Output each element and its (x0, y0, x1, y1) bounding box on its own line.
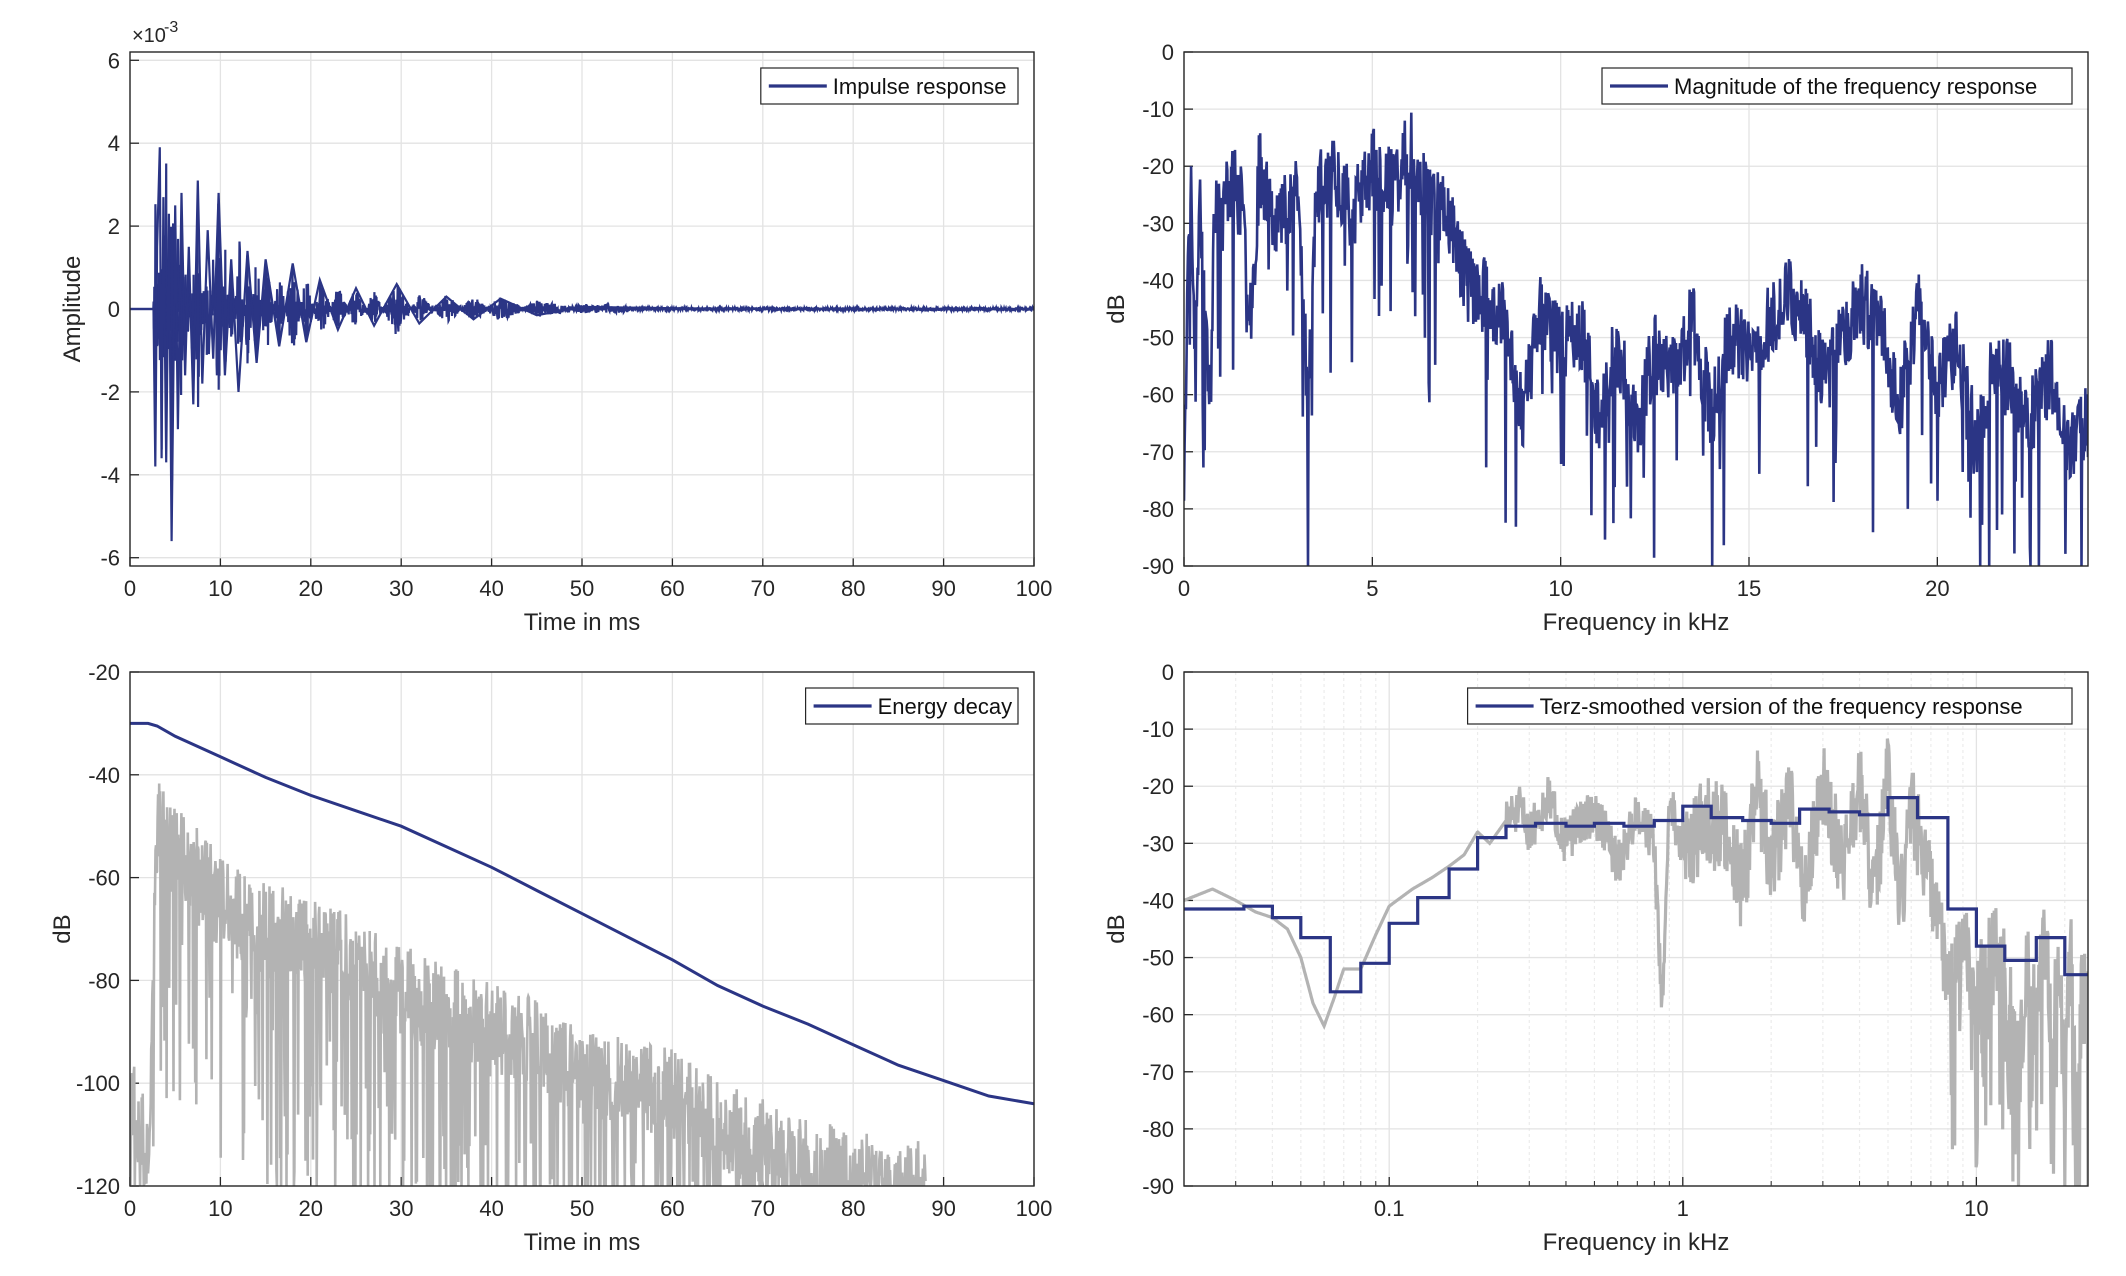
y-tick-label: -80 (1142, 497, 1174, 522)
x-tick-label: 10 (208, 1196, 232, 1221)
x-tick-label: 90 (931, 576, 955, 601)
x-tick-label: 70 (751, 576, 775, 601)
y-tick-label: -40 (1142, 268, 1174, 293)
x-tick-label: 70 (751, 1196, 775, 1221)
y-tick-label: -10 (1142, 97, 1174, 122)
y-tick-label: -40 (88, 763, 120, 788)
y-tick-label: 6 (108, 48, 120, 73)
chart-energy: 0 10 20 30 40 50 60 70 80 90 100 -20 -40 -60 -80 -100 -1… (49, 660, 1052, 1256)
y-tick-label: -2 (100, 380, 120, 405)
x-tick-label: 0 (1178, 576, 1190, 601)
x-tick-label: 20 (1925, 576, 1949, 601)
y-tick-label: -120 (76, 1174, 120, 1199)
axes-box (129, 51, 1035, 567)
series-group (1184, 738, 2088, 1186)
plot-area (1184, 52, 2088, 566)
x-tick-label: 10 (208, 576, 232, 601)
y-tick-label: 0 (108, 297, 120, 322)
axes-box (129, 671, 1035, 1187)
x-axis-label: Frequency in kHz (1543, 609, 1730, 636)
y-tick-label: -80 (1142, 1117, 1174, 1142)
y-tick-label: -20 (88, 660, 120, 685)
y-tick-label: -60 (1142, 1003, 1174, 1028)
x-tick-label: 30 (389, 576, 413, 601)
energy-decay-line (130, 721, 1034, 1106)
legend-label: Terz-smoothed version of the frequency r… (1540, 694, 2023, 719)
y-tick-label: -80 (88, 968, 120, 993)
x-tick-label: 40 (479, 1196, 503, 1221)
x-tick-label: 20 (299, 1196, 323, 1221)
y-tick-label: -90 (1142, 1174, 1174, 1199)
x-tick-label: 0 (124, 576, 136, 601)
x-tick-label: 30 (389, 1196, 413, 1221)
x-tick-label: 10 (1964, 1196, 1988, 1221)
axes-box (1183, 671, 2089, 1187)
y-axis-label: dB (1103, 914, 1130, 943)
series-group (1184, 112, 2088, 566)
x-axis-label: Time in ms (524, 1229, 640, 1256)
x-tick-label: 100 (1016, 576, 1053, 601)
chart-terz: 0.1 1 10 0 -10 -20 -30 -40 -50 -60 -70 -80 -90 Freque… (1103, 660, 2089, 1256)
y-tick-label: 0 (1162, 40, 1174, 65)
x-tick-label: 90 (931, 1196, 955, 1221)
y-tick-label: -40 (1142, 888, 1174, 913)
x-tick-label: 1 (1677, 1196, 1689, 1221)
terz-smoothed-line (1184, 795, 2088, 994)
x-tick-label: 20 (299, 576, 323, 601)
x-axis-label: Frequency in kHz (1543, 1229, 1730, 1256)
legend-box (1601, 67, 2073, 105)
x-tick-label: 80 (841, 1196, 865, 1221)
y-axis-label: dB (49, 914, 76, 943)
x-tick-label: 10 (1548, 576, 1572, 601)
chart-magnitude: 0 5 10 15 20 0 -10 -20 -30 -40 -50 -60 -70 -80 -90 Freq… (1103, 40, 2089, 636)
y-tick-label: -20 (1142, 154, 1174, 179)
y-tick-label: -60 (1142, 383, 1174, 408)
x-axis-label: Time in ms (524, 609, 640, 636)
x-tick-label: 80 (841, 576, 865, 601)
series-group (130, 721, 1034, 1186)
y-tick-label: -4 (100, 463, 120, 488)
y-tick-label: -50 (1142, 946, 1174, 971)
y-tick-label: -70 (1142, 440, 1174, 465)
exponent-label: ×10 (132, 25, 166, 47)
x-tick-label: 40 (479, 576, 503, 601)
y-tick-label: -50 (1142, 326, 1174, 351)
y-tick-label: -30 (1142, 831, 1174, 856)
y-tick-label: -60 (88, 866, 120, 891)
y-axis-label: Amplitude (59, 256, 86, 363)
y-tick-label: -100 (76, 1071, 120, 1096)
y-tick-label: -30 (1142, 211, 1174, 236)
y-tick-label: 0 (1162, 660, 1174, 685)
y-tick-label: -70 (1142, 1060, 1174, 1085)
y-tick-label: 4 (108, 131, 120, 156)
legend-label: Magnitude of the frequency response (1674, 74, 2037, 99)
x-tick-label: 5 (1366, 576, 1378, 601)
y-tick-label: -90 (1142, 554, 1174, 579)
y-axis-label: dB (1103, 294, 1130, 323)
terz-gray-line (1184, 738, 2088, 1186)
series-group (130, 147, 1034, 542)
exponent-power: -3 (164, 19, 178, 36)
legend-box (1466, 687, 2073, 725)
x-tick-label: 0 (124, 1196, 136, 1221)
axes-box (1183, 51, 2089, 567)
x-tick-label: 50 (570, 1196, 594, 1221)
y-tick-label: -6 (100, 546, 120, 571)
x-tick-label: 60 (660, 576, 684, 601)
y-tick-label: -10 (1142, 717, 1174, 742)
y-tick-label: -20 (1142, 774, 1174, 799)
energy-gray-line (130, 783, 927, 1186)
x-tick-label: 0.1 (1374, 1196, 1405, 1221)
y-tick-label: 2 (108, 214, 120, 239)
x-tick-label: 50 (570, 576, 594, 601)
x-tick-label: 60 (660, 1196, 684, 1221)
magnitude-line (1184, 112, 2088, 566)
impulse-peaks (130, 147, 1034, 542)
legend-label: Energy decay (878, 694, 1013, 719)
x-tick-label: 15 (1737, 576, 1761, 601)
chart-impulse: 0 10 20 30 40 50 60 70 80 90 100 -6 -4 -2 0 2 4 6 Time in … (59, 19, 1052, 636)
legend-label: Impulse response (833, 74, 1007, 99)
x-tick-label: 100 (1016, 1196, 1053, 1221)
